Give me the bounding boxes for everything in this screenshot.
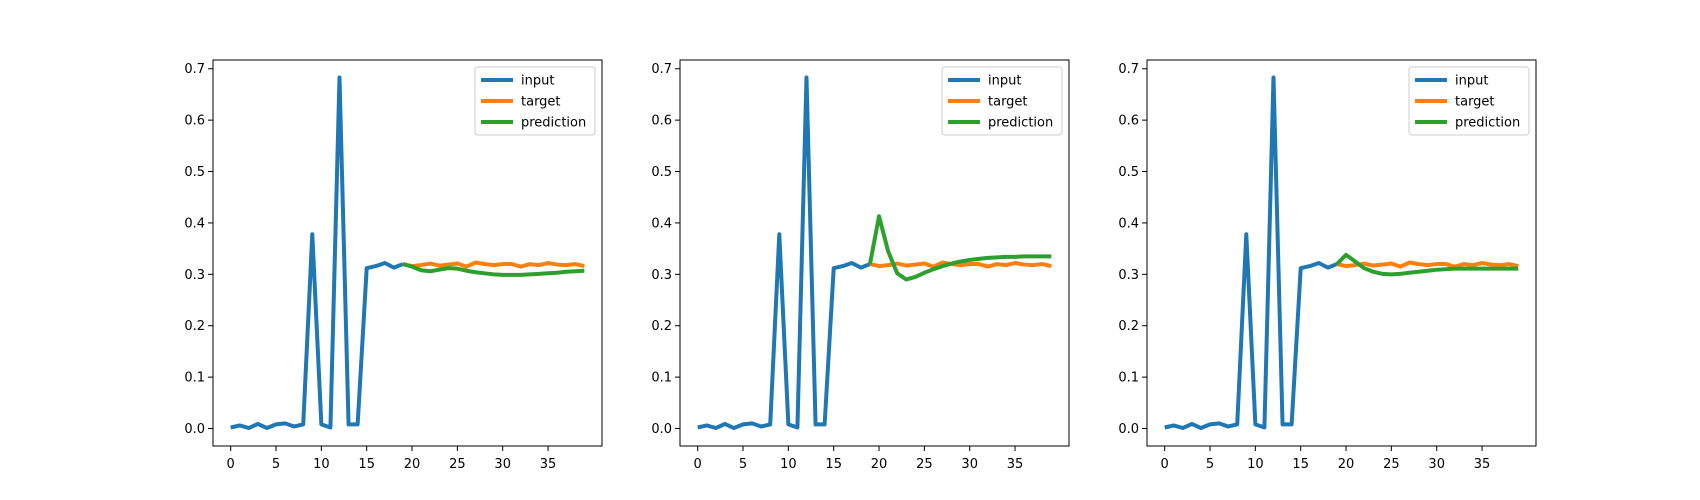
x-tick-label: 20 xyxy=(1338,457,1355,472)
x-tick-label: 5 xyxy=(272,457,280,472)
x-tick-label: 5 xyxy=(1206,457,1214,472)
x-tick-label: 15 xyxy=(1292,457,1309,472)
legend-label-target: target xyxy=(988,95,1028,110)
series-line-target xyxy=(869,260,1052,269)
series-group xyxy=(1164,75,1519,431)
y-tick-label: 0.0 xyxy=(1118,422,1139,437)
x-tick-label: 35 xyxy=(1007,457,1024,472)
y-tick-label: 0.7 xyxy=(651,62,672,77)
x-tick-label: 25 xyxy=(449,457,466,472)
y-tick-label: 0.6 xyxy=(1118,114,1139,129)
legend-label-input: input xyxy=(521,74,554,89)
legend-label-prediction: prediction xyxy=(1455,116,1520,131)
legend: input target prediction xyxy=(941,66,1063,136)
x-tick-label: 15 xyxy=(825,457,842,472)
series-line-prediction xyxy=(1335,252,1519,277)
series-group xyxy=(697,75,1052,431)
y-tick-label: 0.2 xyxy=(1118,319,1139,334)
y-tick-label: 0.4 xyxy=(184,216,205,231)
series-line-input xyxy=(697,75,871,431)
x-tick-label: 25 xyxy=(916,457,933,472)
axes-frame xyxy=(1146,59,1537,447)
legend-box xyxy=(474,66,596,136)
x-tick-label: 20 xyxy=(871,457,888,472)
y-tick-label: 0.1 xyxy=(651,371,672,386)
legend-label-input: input xyxy=(988,74,1021,89)
chart-panel-2: 0 5 10 15 20 25 30 35 0.0 0.1 0.2 0.3 0.4 0.5 0.6 0.7 in… xyxy=(651,59,1070,472)
chart-panel-1: 0 5 10 15 20 25 30 35 0.0 0.1 0.2 0.3 0.4 0.5 0.6 0.7 in… xyxy=(184,59,603,472)
x-tick-label: 10 xyxy=(780,457,797,472)
x-tick-label: 35 xyxy=(1474,457,1491,472)
x-tick-label: 15 xyxy=(358,457,375,472)
y-tick-label: 0.7 xyxy=(184,62,205,77)
x-tick-label: 20 xyxy=(404,457,421,472)
series-line-target xyxy=(1336,260,1519,269)
x-tick-label: 0 xyxy=(1161,457,1169,472)
y-tick-label: 0.3 xyxy=(184,268,205,283)
x-tick-label: 25 xyxy=(1383,457,1400,472)
y-tick-label: 0.4 xyxy=(651,216,672,231)
x-tick-label: 30 xyxy=(1428,457,1445,472)
x-tick-label: 5 xyxy=(739,457,747,472)
x-tick-label: 35 xyxy=(540,457,557,472)
chart-panel-3: 0 5 10 15 20 25 30 35 0.0 0.1 0.2 0.3 0.4 0.5 0.6 0.7 in… xyxy=(1118,59,1537,472)
x-tick-label: 30 xyxy=(494,457,511,472)
series-line-prediction xyxy=(868,214,1052,282)
axes-frame xyxy=(679,59,1070,447)
x-tick-label: 0 xyxy=(227,457,235,472)
legend: input target prediction xyxy=(474,66,596,136)
legend: input target prediction xyxy=(1408,66,1530,136)
legend-box xyxy=(1408,66,1530,136)
legend-label-prediction: prediction xyxy=(521,116,586,131)
y-tick-label: 0.2 xyxy=(184,319,205,334)
series-line-prediction xyxy=(402,262,585,277)
y-tick-label: 0.5 xyxy=(651,165,672,180)
y-tick-label: 0.5 xyxy=(1118,165,1139,180)
y-tick-label: 0.2 xyxy=(651,319,672,334)
y-tick-label: 0.1 xyxy=(1118,371,1139,386)
y-tick-label: 0.6 xyxy=(651,114,672,129)
y-tick-label: 0.1 xyxy=(184,371,205,386)
series-line-input xyxy=(1164,75,1338,431)
series-group xyxy=(230,75,585,431)
series-line-target xyxy=(402,260,585,269)
series-line-input xyxy=(230,75,404,431)
legend-box xyxy=(941,66,1063,136)
legend-label-target: target xyxy=(1455,95,1495,110)
y-tick-label: 0.7 xyxy=(1118,62,1139,77)
x-tick-label: 0 xyxy=(694,457,702,472)
legend-label-input: input xyxy=(1455,74,1488,89)
y-tick-label: 0.6 xyxy=(184,114,205,129)
y-tick-label: 0.0 xyxy=(651,422,672,437)
legend-label-target: target xyxy=(521,95,561,110)
x-tick-label: 10 xyxy=(1247,457,1264,472)
axes-frame xyxy=(212,59,603,447)
y-tick-label: 0.0 xyxy=(184,422,205,437)
y-tick-label: 0.4 xyxy=(1118,216,1139,231)
y-tick-label: 0.3 xyxy=(1118,268,1139,283)
y-tick-label: 0.5 xyxy=(184,165,205,180)
x-tick-label: 10 xyxy=(313,457,330,472)
legend-label-prediction: prediction xyxy=(988,116,1053,131)
y-tick-label: 0.3 xyxy=(651,268,672,283)
x-tick-label: 30 xyxy=(961,457,978,472)
